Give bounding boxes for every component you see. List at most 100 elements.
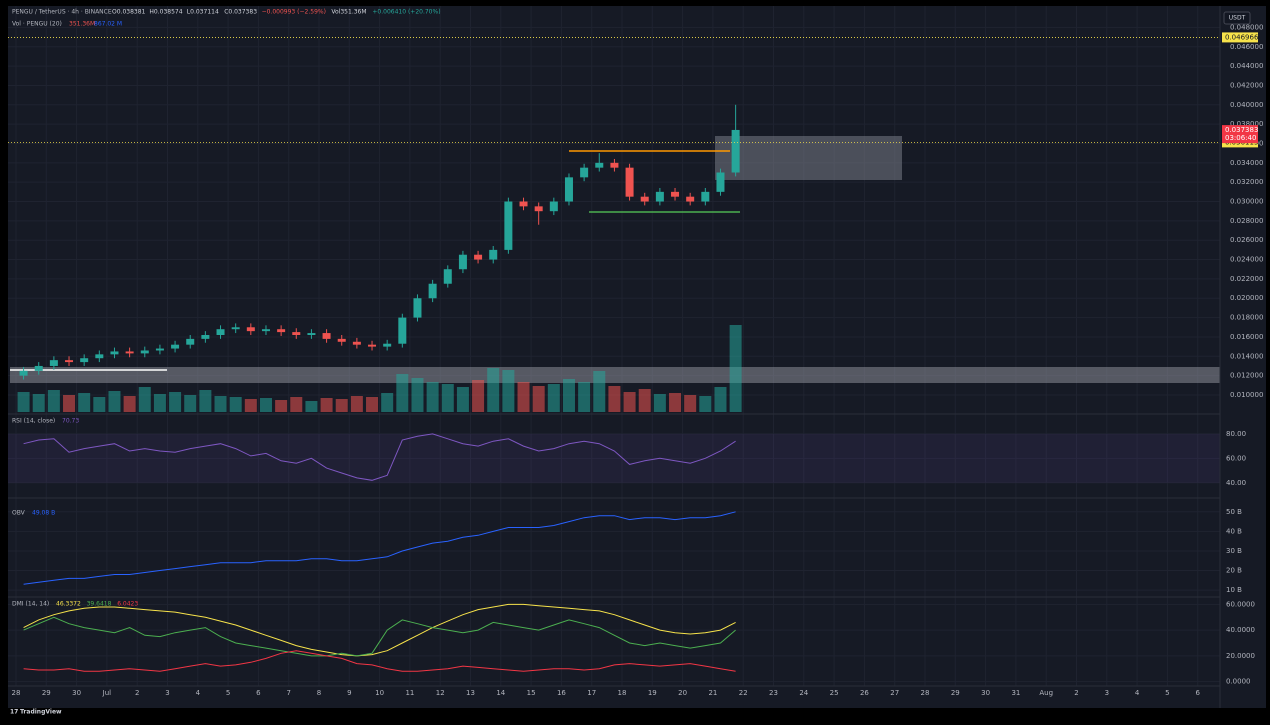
- y-tick-label: 40.00: [1226, 479, 1246, 487]
- x-tick-label: 7: [286, 689, 290, 697]
- ohlc-value: H0.038574: [149, 9, 182, 16]
- logo: 17: [10, 709, 18, 716]
- x-tick-label: 28: [921, 689, 930, 697]
- volume-bar: [684, 395, 697, 412]
- x-tick-label: 30: [72, 689, 81, 697]
- volume-bar: [123, 396, 136, 412]
- ohlc-value: C0.037383: [224, 9, 257, 16]
- volume-bar: [729, 325, 742, 412]
- y-tick-label: 0.046000: [1230, 43, 1263, 51]
- currency[interactable]: USDT: [1229, 15, 1246, 22]
- ohlc-value: Vol351.36M: [331, 9, 366, 16]
- candle-body: [610, 162, 619, 168]
- volume-bar: [17, 392, 30, 412]
- dmi-title: DMI (14, 14): [12, 601, 49, 608]
- y-tick-label: 40 B: [1226, 527, 1242, 535]
- x-tick-label: 29: [951, 689, 960, 697]
- volume-value: 351.36M: [69, 21, 95, 28]
- volume-bar: [32, 394, 45, 412]
- candle-body: [34, 365, 43, 371]
- x-tick-label: 26: [860, 689, 869, 697]
- y-tick-label: 60.00: [1226, 454, 1246, 462]
- volume-bar: [153, 394, 166, 412]
- volume-bar: [290, 397, 303, 412]
- x-tick-label: 4: [196, 689, 201, 697]
- x-tick-label: 17: [587, 689, 596, 697]
- x-tick-label: 24: [799, 689, 808, 697]
- y-tick-label: 0.034000: [1230, 159, 1263, 167]
- rsi-value: 70.73: [62, 418, 79, 425]
- x-tick-label: 8: [317, 689, 321, 697]
- price-badge-label: 0.046966: [1225, 33, 1259, 41]
- y-tick-label: 40.0000: [1226, 626, 1255, 634]
- volume-bar: [517, 382, 530, 412]
- x-tick-label: 11: [405, 689, 414, 697]
- candle-body: [19, 370, 28, 376]
- y-tick-label: 30 B: [1226, 547, 1242, 555]
- y-tick-label: 0.018000: [1230, 314, 1263, 322]
- volume-bar: [214, 396, 227, 412]
- volume-bar: [366, 397, 379, 412]
- x-tick-label: 6: [256, 689, 261, 697]
- candle-body: [640, 196, 649, 202]
- volume-bar: [623, 392, 636, 412]
- y-tick-label: 20 B: [1226, 567, 1242, 575]
- volume-bar: [184, 395, 197, 412]
- candle-body: [625, 167, 634, 197]
- dmi-legend-value: 6.0423: [117, 601, 138, 608]
- candle-body: [504, 201, 513, 250]
- volume-bar: [472, 380, 485, 412]
- x-tick-label: Jul: [102, 689, 112, 697]
- dmi-legend-value: 46.3372: [56, 601, 81, 608]
- x-tick-label: 2: [1074, 689, 1078, 697]
- candle-body: [110, 351, 119, 355]
- y-tick-label: 0.012000: [1230, 372, 1263, 380]
- obv-value: 49.08 B: [32, 510, 55, 517]
- candle-body: [701, 191, 710, 202]
- volume-title: Vol · PENGU (20): [12, 21, 62, 28]
- ohlc-value: −0.000993 (−2.59%): [262, 9, 326, 16]
- x-tick-label: 5: [1165, 689, 1169, 697]
- zone-band: [10, 367, 1220, 383]
- candle-body: [443, 269, 452, 284]
- candle-body: [398, 317, 407, 344]
- volume-bar: [653, 394, 666, 412]
- volume-bar: [396, 374, 409, 412]
- candle-body: [413, 298, 422, 318]
- y-tick-label: 60.0000: [1226, 600, 1255, 608]
- currency-button[interactable]: [1223, 11, 1251, 25]
- y-tick-label: 20.0000: [1226, 652, 1255, 660]
- x-tick-label: 14: [496, 689, 505, 697]
- ohlc-value: L0.037114: [187, 9, 219, 16]
- candle-body: [716, 172, 725, 192]
- volume-bar: [426, 382, 439, 412]
- candle-body: [595, 162, 604, 168]
- x-tick-label: 30: [981, 689, 990, 697]
- x-tick-label: 16: [557, 689, 566, 697]
- ohlc-value: O0.038381: [112, 9, 146, 16]
- volume-bar: [169, 392, 182, 412]
- candle-body: [231, 327, 240, 330]
- candle-body: [489, 249, 498, 260]
- volume-bar: [108, 391, 121, 412]
- ohlc-value: +0.006410 (+20.70%): [372, 9, 440, 16]
- symbol: PENGU / TetherUS · 4h · BINANCE: [12, 9, 112, 16]
- candle-body: [337, 338, 346, 342]
- x-tick-label: 18: [618, 689, 627, 697]
- y-tick-label: 0.032000: [1230, 178, 1263, 186]
- y-tick-label: 10 B: [1226, 586, 1242, 594]
- obv-title: OBV: [12, 510, 26, 517]
- x-tick-label: 28: [12, 689, 21, 697]
- y-tick-label: 0.016000: [1230, 333, 1263, 341]
- x-tick-label: 3: [1105, 689, 1109, 697]
- candle-body: [428, 283, 437, 299]
- candle-body: [201, 335, 210, 339]
- price-badge: [1222, 32, 1258, 43]
- volume-bar: [47, 390, 60, 412]
- candle-body: [307, 333, 316, 336]
- candle-body: [155, 348, 164, 351]
- volume-bar: [608, 386, 621, 412]
- candle-body: [246, 327, 255, 332]
- dmi-legend-value: 39.6418: [87, 601, 112, 608]
